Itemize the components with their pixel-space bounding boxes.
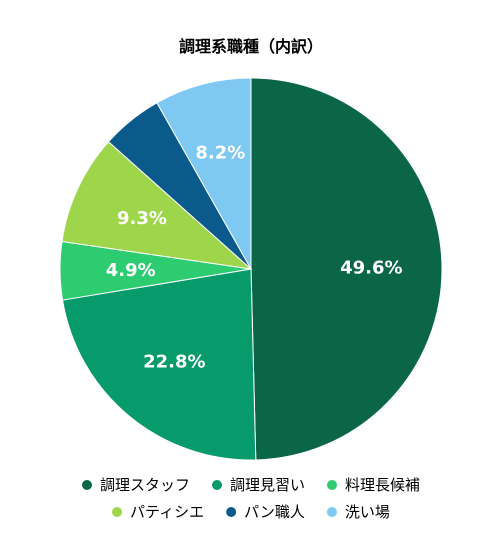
legend-label-1: 調理スタッフ (100, 476, 190, 494)
legend-label-2: 調理見習い (230, 476, 305, 494)
chart-title: 調理系職種（内訳） (179, 37, 323, 56)
pie-slice-6 (156, 77, 252, 271)
legend-item-5: パン職人 (226, 503, 305, 521)
pie-slices (59, 77, 443, 461)
legend-item-2: 調理見習い (211, 476, 305, 494)
data-label-3: 4.9% (106, 260, 156, 281)
data-label-4: 9.3% (117, 208, 167, 229)
legend-marker-4 (112, 507, 123, 517)
legend-item-1: 調理スタッフ (81, 476, 190, 494)
pie-slice-1 (250, 77, 443, 461)
legend-label-5: パン職人 (244, 503, 305, 521)
pie-slice-2 (61, 268, 257, 461)
legend-marker-5 (226, 507, 237, 517)
legend-marker-6 (326, 507, 337, 517)
legend-label-6: 洗い場 (345, 503, 390, 521)
pie-data-labels: 49.6% 22.8% 4.9% 9.3% 8.2% (106, 143, 403, 373)
data-label-6: 8.2% (195, 143, 245, 164)
data-label-2: 22.8% (143, 352, 205, 373)
legend-label-3: 料理長候補 (345, 476, 420, 494)
legend-item-4: パティシエ (112, 503, 204, 521)
legend-item-3: 料理長候補 (327, 476, 420, 494)
legend-label-4: パティシエ (130, 503, 204, 521)
legend-item-6: 洗い場 (326, 503, 390, 521)
legend-marker-2 (211, 480, 222, 490)
legend-marker-1 (81, 480, 92, 490)
legend-marker-3 (327, 480, 338, 490)
pie-slice-4 (61, 141, 253, 270)
data-label-1: 49.6% (340, 257, 402, 278)
